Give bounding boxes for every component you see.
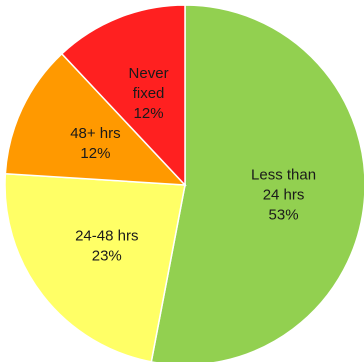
pie-labels: Less than 24 hrs 53% 24-48 hrs 23% 48+ hrs 12%… bbox=[70, 65, 316, 265]
pie-slice-label-line: 24 hrs bbox=[263, 186, 305, 203]
pie-slice-label-line: 23% bbox=[92, 248, 122, 265]
pie-slice-3 bbox=[60, 4, 186, 187]
pie-slice-label-line: Less than bbox=[251, 166, 316, 183]
pie-slice-label-1: 24-48 hrs 23% bbox=[75, 228, 138, 265]
pie-slice-label-0: Less than 24 hrs 53% bbox=[251, 166, 316, 223]
pie-slices bbox=[4, 4, 364, 362]
pie-slice-label-line: 12% bbox=[134, 105, 164, 122]
pie-slice-label-line: 24-48 hrs bbox=[75, 228, 138, 245]
pie-slice-label-line: Never bbox=[129, 65, 169, 82]
pie-slice-1 bbox=[4, 172, 186, 362]
pie-slice-label-2: 48+ hrs 12% bbox=[70, 125, 120, 162]
pie-slice-2 bbox=[4, 52, 187, 186]
pie-slice-label-line: 53% bbox=[269, 206, 299, 223]
pie-slice-0 bbox=[150, 4, 364, 362]
pie-slice-label-3: Never fixed 12% bbox=[129, 65, 169, 122]
pie-slice-label-line: 12% bbox=[80, 145, 110, 162]
pie-slice-label-line: 48+ hrs bbox=[70, 125, 120, 142]
pie-slice-label-line: fixed bbox=[133, 85, 165, 102]
